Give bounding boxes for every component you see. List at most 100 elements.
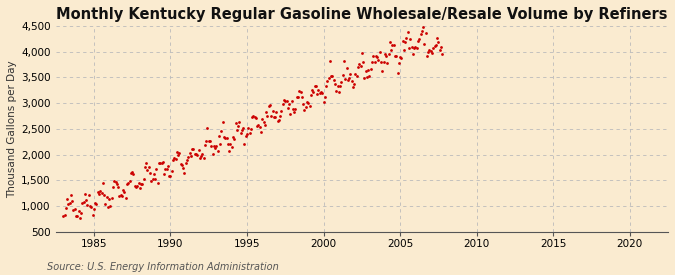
Point [107,185,118,189]
Point [342,78,353,83]
Point [272,119,283,123]
Point [339,59,350,64]
Point [84,204,95,208]
Point [296,95,307,99]
Point [136,182,146,186]
Point [193,148,204,152]
Point [371,54,381,58]
Point [428,46,439,50]
Point [246,114,257,119]
Point [423,49,433,54]
Point [304,104,315,108]
Point [65,192,76,197]
Point [236,128,247,132]
Point [156,161,167,165]
Point [148,172,159,176]
Point [59,213,70,218]
Point [340,77,350,81]
Point [249,114,260,119]
Point [209,144,219,148]
Point [411,46,422,50]
Point [290,106,301,111]
Point [250,116,261,120]
Point [328,78,339,82]
Point [120,196,131,200]
Point [92,190,103,195]
Point [77,201,88,205]
Point [226,145,237,150]
Point [256,130,267,134]
Point [99,193,109,198]
Point [88,207,99,211]
Point [97,181,108,186]
Point [312,92,323,96]
Point [336,80,347,85]
Point [109,179,119,183]
Point [198,156,209,161]
Point [433,40,443,44]
Point [63,202,74,206]
Point [331,89,342,93]
Point [194,156,205,160]
Point [157,160,168,164]
Point [253,123,264,127]
Point [130,184,141,189]
Point [213,133,224,138]
Point [171,150,182,155]
Point [197,152,208,156]
Point [146,179,157,183]
Point [322,79,333,83]
Point [308,90,319,94]
Point [223,149,234,153]
Point [153,161,164,165]
Point [325,58,335,63]
Point [202,126,213,131]
Point [67,199,78,203]
Point [244,130,255,135]
Point [130,183,140,188]
Point [113,185,124,189]
Point [275,114,286,118]
Point [375,59,386,64]
Point [298,101,308,106]
Point [174,151,185,155]
Point [147,177,158,181]
Y-axis label: Thousand Gallons per Day: Thousand Gallons per Day [7,60,17,198]
Point [282,105,293,110]
Point [401,35,412,40]
Point [153,181,163,186]
Point [280,99,291,103]
Point [206,144,217,148]
Point [72,214,83,218]
Point [377,69,387,74]
Point [400,40,410,44]
Point [61,197,72,201]
Point [398,48,409,53]
Point [338,73,348,78]
Point [367,60,377,64]
Point [104,197,115,201]
Point [379,52,390,57]
Point [421,54,432,59]
Point [203,139,214,144]
Point [227,134,238,139]
Point [284,102,294,106]
Point [70,207,80,211]
Point [107,196,117,200]
Point [277,102,288,106]
Point [276,109,287,113]
Point [429,44,440,48]
Point [81,198,92,203]
Point [144,171,155,175]
Point [94,191,105,196]
Point [182,158,192,162]
Point [405,37,416,41]
Point [299,108,310,112]
Point [323,76,334,80]
Point [128,172,139,177]
Point [184,151,195,156]
Point [239,141,250,146]
Point [150,177,161,182]
Point [364,74,375,78]
Point [76,211,86,215]
